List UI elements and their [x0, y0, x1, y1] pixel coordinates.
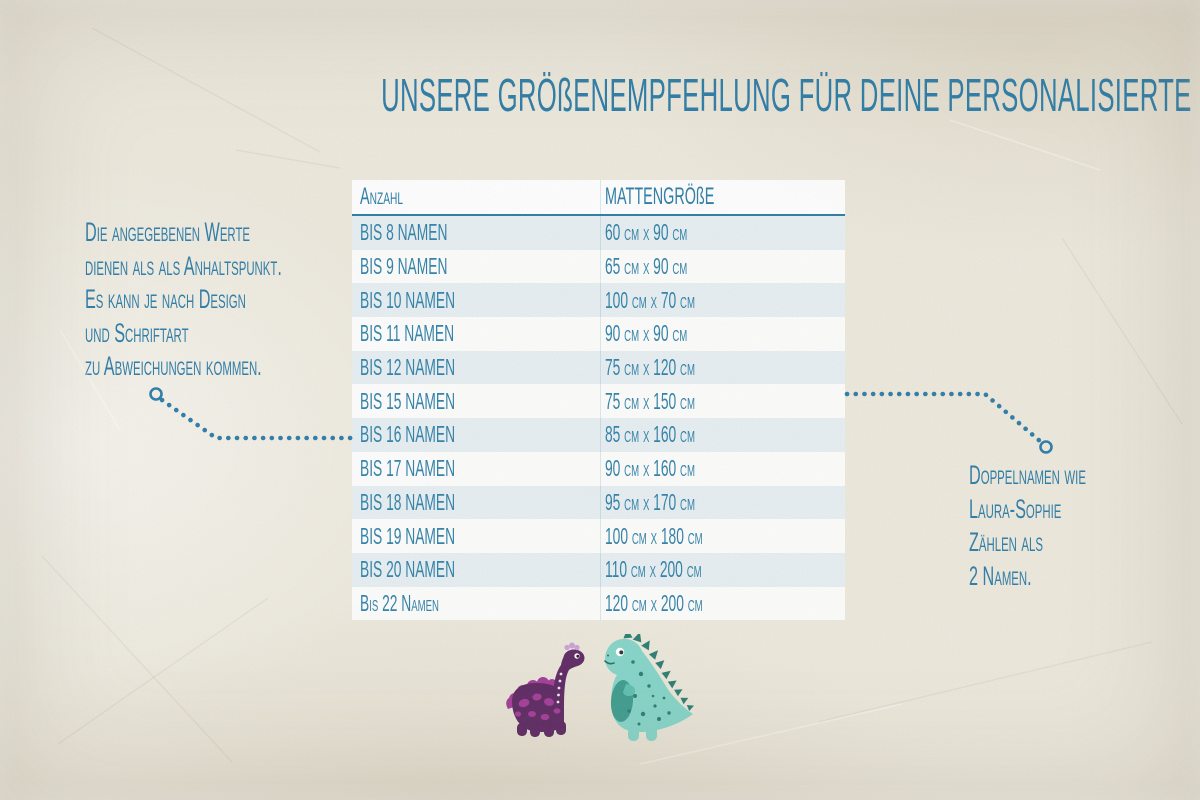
cell-anzahl: BIS 15 NAMEN [352, 384, 600, 419]
cell-anzahl: Bis 22 Namen [352, 586, 600, 621]
purple-dinosaur-illustration [504, 641, 592, 738]
table-row: BIS 17 NAMEN 90 cm x 160 cm [352, 451, 845, 486]
cell-anzahl: BIS 19 NAMEN [352, 519, 600, 553]
cell-mattengroesse: 100 cm x 70 cm [599, 283, 845, 318]
purple-dino-crest [564, 642, 580, 651]
right-note-line: Laura-Sophie [969, 493, 1062, 524]
right-note-line: 2 Namen. [969, 560, 1032, 591]
purple-dino-body [512, 649, 585, 737]
table-row: Bis 22 Namen 120 cm x 200 cm [352, 586, 845, 621]
table-row: BIS 8 NAMEN 60 cm x 90 cm [352, 215, 845, 250]
cell-anzahl: BIS 11 NAMEN [352, 317, 600, 351]
cell-anzahl: BIS 20 NAMEN [352, 552, 600, 587]
cell-mattengroesse: 65 cm x 90 cm [599, 249, 845, 284]
left-connector-line [149, 387, 355, 441]
table-row: BIS 12 NAMEN 75 cm x 120 cm [352, 350, 845, 385]
right-note-line: Doppelnamen wie [969, 460, 1086, 490]
cell-mattengroesse: 90 cm x 90 cm [599, 317, 845, 351]
table-row: BIS 20 NAMEN 110 cm x 200 cm [352, 552, 845, 587]
table-row: BIS 16 NAMEN 85 cm x 160 cm [352, 418, 845, 452]
cell-anzahl: BIS 12 NAMEN [352, 350, 600, 385]
table-header-row: Anzahl MATTENGRÖßE [352, 180, 845, 216]
page-title: UNSERE GRÖßENEMPFEHLUNG FÜR DEINE PERSON… [381, 69, 1200, 121]
teal-dino-drawing [604, 628, 695, 741]
cell-anzahl: BIS 10 NAMEN [352, 283, 600, 318]
cell-mattengroesse: 90 cm x 160 cm [599, 451, 845, 486]
purple-dino-drawing [506, 642, 585, 737]
cell-mattengroesse: 100 cm x 180 cm [599, 519, 845, 553]
cell-mattengroesse: 95 cm x 170 cm [599, 485, 845, 520]
cell-mattengroesse: 120 cm x 200 cm [599, 586, 845, 621]
cell-anzahl: BIS 17 NAMEN [352, 451, 600, 486]
cell-mattengroesse: 75 cm x 150 cm [599, 384, 845, 419]
table-row: BIS 18 NAMEN 95 cm x 170 cm [352, 485, 845, 520]
cell-anzahl: BIS 9 NAMEN [352, 249, 600, 284]
right-connector-line [844, 391, 1053, 454]
cell-mattengroesse: 110 cm x 200 cm [599, 552, 845, 587]
table-row: BIS 9 NAMEN 65 cm x 90 cm [352, 249, 845, 284]
header-mattengroesse: MATTENGRÖßE [599, 180, 845, 216]
cell-mattengroesse: 85 cm x 160 cm [599, 418, 845, 452]
teal-dinosaur-illustration [595, 628, 696, 742]
cell-mattengroesse: 75 cm x 120 cm [599, 350, 845, 385]
cell-anzahl: BIS 18 NAMEN [352, 485, 600, 520]
cell-mattengroesse: 60 cm x 90 cm [599, 215, 845, 250]
right-note: Doppelnamen wie Laura-Sophie Zählen als 2 N… [969, 459, 1164, 593]
cell-anzahl: BIS 16 NAMEN [352, 418, 600, 452]
right-note-line: Zählen als [969, 527, 1043, 557]
table-row: BIS 19 NAMEN 100 cm x 180 cm [352, 519, 845, 553]
header-anzahl: Anzahl [352, 180, 600, 216]
table-row: BIS 15 NAMEN 75 cm x 150 cm [352, 384, 845, 419]
cell-anzahl: BIS 8 NAMEN [352, 215, 600, 250]
table-row: BIS 10 NAMEN 100 cm x 70 cm [352, 283, 845, 318]
size-recommendation-table: Anzahl MATTENGRÖßE BIS 8 NAMEN 60 cm x 9… [352, 180, 845, 621]
table-row: BIS 11 NAMEN 90 cm x 90 cm [352, 317, 845, 351]
